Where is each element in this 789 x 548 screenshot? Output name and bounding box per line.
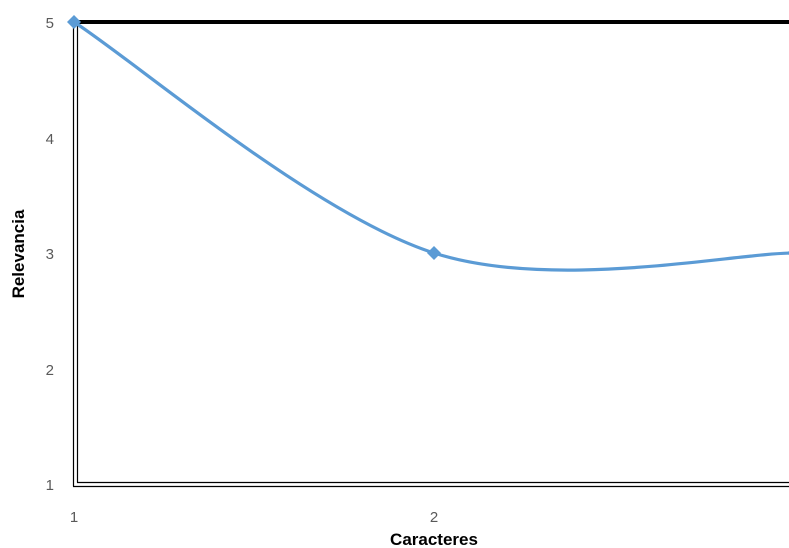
x-tick-label: 2	[430, 509, 438, 526]
data-point-marker	[67, 15, 81, 29]
x-tick-label: 1	[70, 509, 78, 526]
y-tick-label: 1	[46, 477, 54, 494]
y-axis: 1 2 3 4 5	[46, 15, 54, 494]
y-tick-label: 3	[46, 246, 54, 263]
x-axis-title: Caracteres	[390, 530, 478, 548]
y-tick-label: 5	[46, 15, 54, 32]
series-line	[72, 20, 789, 272]
y-axis-title: Relevancia	[9, 209, 28, 298]
x-axis: 1 2 3	[70, 509, 438, 526]
y-tick-label: 2	[46, 362, 54, 379]
y-tick-label: 4	[46, 131, 54, 148]
data-point-marker	[427, 246, 441, 260]
series-layer	[67, 15, 789, 272]
plot-frame	[72, 20, 789, 488]
